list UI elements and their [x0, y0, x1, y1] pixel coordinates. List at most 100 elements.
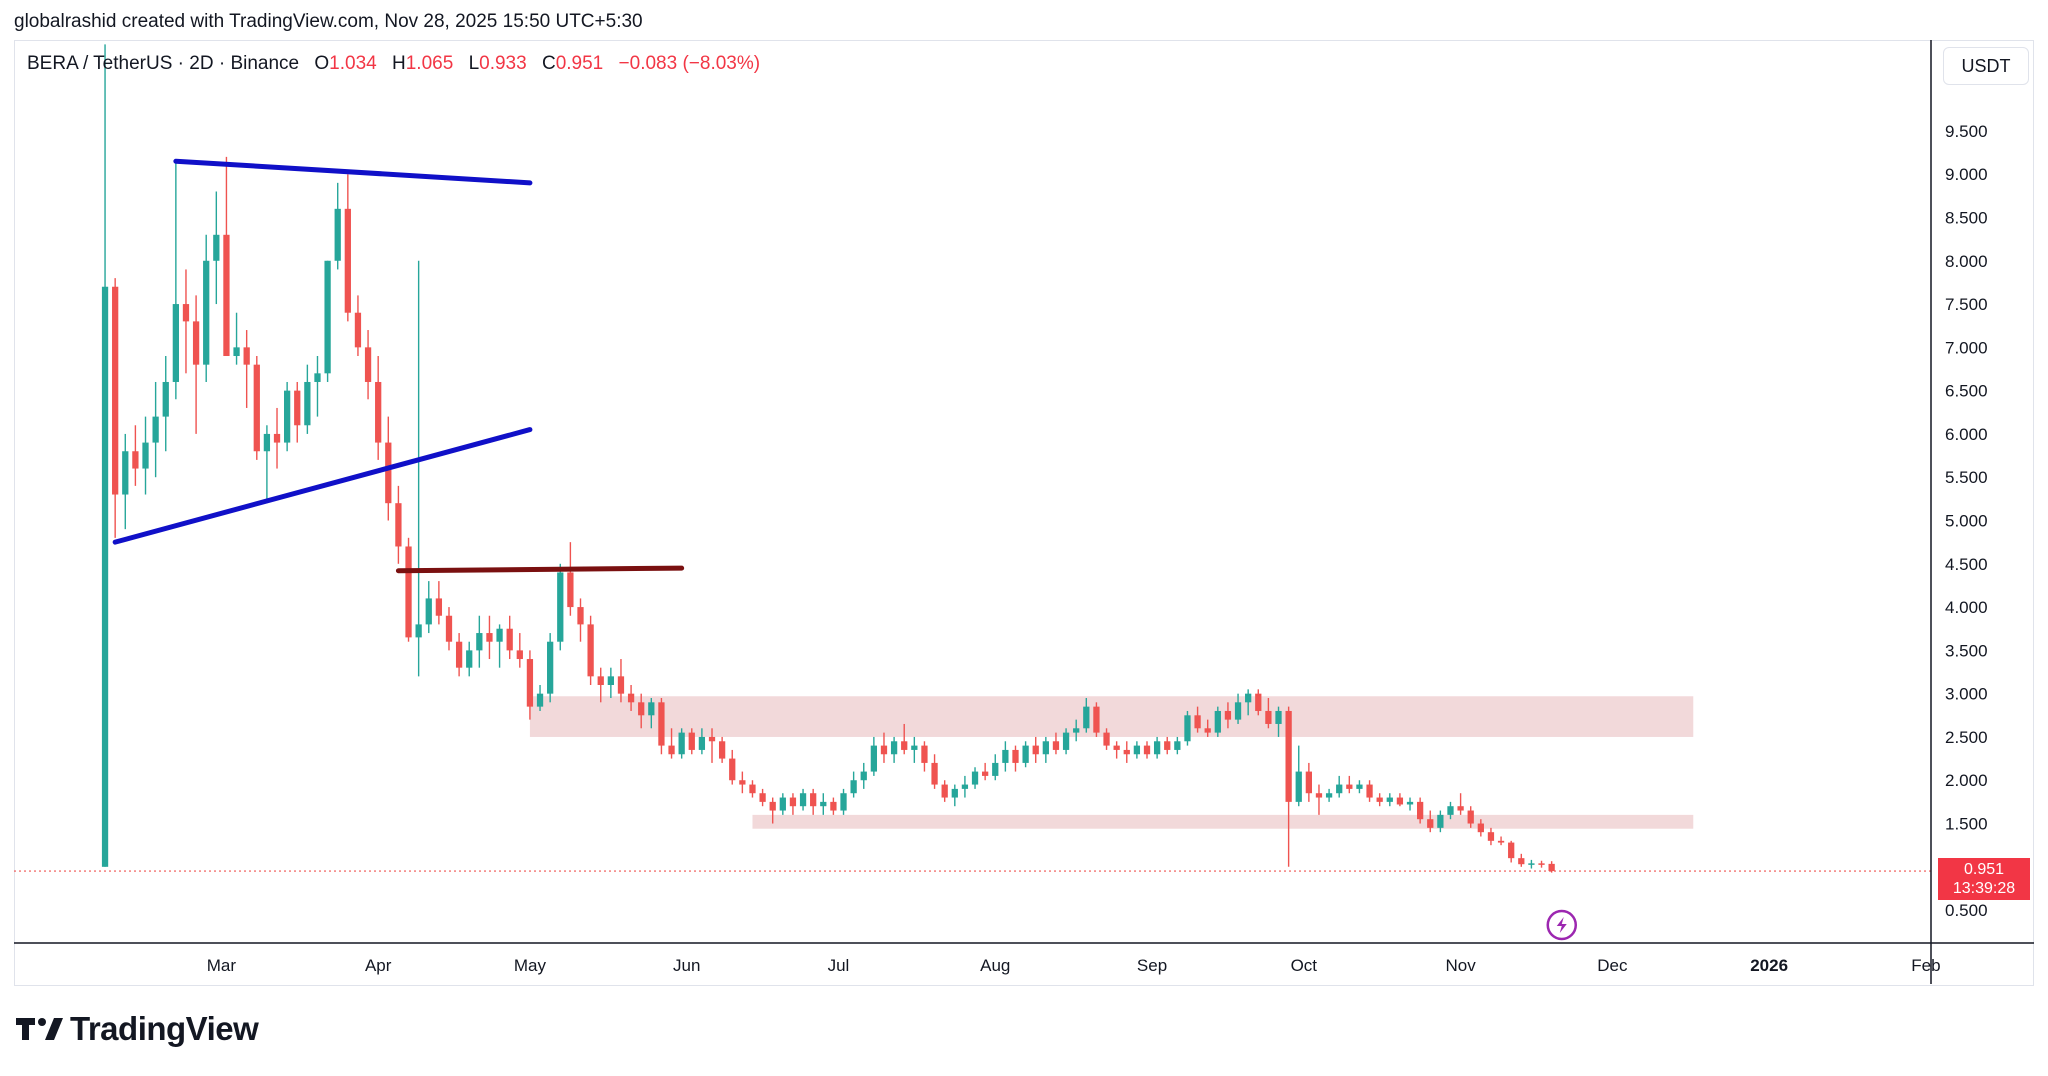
candle-body: [1123, 749, 1130, 755]
candle-body: [142, 442, 149, 469]
candle: [122, 433, 129, 530]
lightning-icon-bolt: [1556, 917, 1567, 933]
candle-body: [951, 788, 958, 798]
candle: [1376, 793, 1383, 807]
candle: [223, 156, 230, 357]
candle-body: [1346, 784, 1353, 789]
candle: [1022, 741, 1029, 768]
candle: [1305, 762, 1312, 802]
candle-body: [820, 801, 827, 807]
candle: [132, 425, 139, 486]
candle-body: [1214, 710, 1221, 733]
candle: [516, 633, 523, 668]
candle: [890, 736, 898, 763]
candle-body: [860, 771, 867, 781]
candle: [1285, 706, 1292, 867]
low-value: 0.933: [479, 53, 527, 74]
candle: [698, 728, 706, 755]
candle: [1245, 689, 1252, 716]
candle-body: [294, 390, 301, 426]
time-tick-label: Jul: [828, 956, 850, 975]
candle: [779, 793, 786, 815]
candle-body: [101, 286, 109, 867]
candle: [830, 797, 837, 815]
candle-body: [870, 745, 878, 772]
candle: [476, 615, 483, 668]
candles-layer: [101, 44, 1555, 873]
candle-body: [314, 373, 321, 382]
candle-body: [1073, 728, 1080, 733]
candle: [961, 775, 969, 798]
candle-body: [1305, 771, 1312, 794]
candle: [638, 693, 645, 729]
symbol-name: BERA / TetherUS · 2D · Binance: [27, 53, 300, 74]
candle-body: [233, 347, 240, 357]
last-price-value: 0.951: [1963, 861, 2005, 878]
candle-body: [729, 758, 736, 781]
symbol-legend[interactable]: BERA / TetherUS · 2D · Binance O1.034 H1…: [27, 53, 760, 75]
high-label: H: [392, 53, 406, 74]
candle: [992, 754, 999, 781]
candle-body: [810, 793, 817, 807]
price-tick-label: 3.000: [1945, 685, 1988, 704]
candle-body: [1285, 710, 1292, 802]
price-tick-label: 6.000: [1945, 425, 1988, 444]
currency-unit-button[interactable]: USDT: [1943, 47, 2029, 85]
candle-body: [1508, 842, 1515, 859]
candle-body: [1234, 702, 1242, 720]
trendline: [173, 158, 533, 186]
candle-body: [1417, 801, 1424, 820]
tradingview-footer[interactable]: TradingView: [16, 1010, 259, 1048]
candle-body: [162, 381, 169, 417]
price-zone: [752, 814, 1694, 829]
candle-body: [1315, 793, 1323, 798]
price-tick-label: 5.000: [1945, 512, 1988, 531]
candle: [395, 485, 402, 564]
candle-body: [1396, 797, 1404, 805]
candle: [1042, 736, 1049, 763]
price-tick-label: 3.500: [1945, 641, 1988, 660]
candle-body: [1487, 832, 1495, 841]
candle-body: [1477, 823, 1484, 833]
candle-body: [1093, 706, 1100, 733]
candle: [688, 728, 695, 755]
candle-body: [506, 628, 513, 651]
price-tick-label: 4.000: [1945, 598, 1988, 617]
candle: [435, 581, 443, 625]
candle-body: [1275, 710, 1282, 724]
price-tick-label: 9.000: [1945, 165, 1988, 184]
candle-body: [152, 416, 159, 443]
candle-body: [1174, 741, 1181, 750]
candle: [405, 537, 412, 642]
candle: [1275, 706, 1282, 737]
candle: [233, 312, 240, 365]
candle: [739, 771, 746, 794]
close-label: C: [541, 53, 556, 74]
candle: [1032, 736, 1039, 763]
candle-body: [627, 693, 635, 703]
price-tick-label: 2.000: [1945, 771, 1988, 790]
change-value: −0.083 (−8.03%): [618, 53, 761, 74]
candle-body: [880, 745, 888, 755]
candle-body: [850, 780, 857, 794]
candle: [1518, 853, 1525, 867]
price-zone: [529, 696, 1694, 737]
candle-body: [1548, 863, 1555, 872]
price-tick-label: 8.500: [1945, 208, 1988, 227]
candle-body: [688, 732, 695, 750]
price-tick-label: 8.000: [1945, 252, 1988, 271]
candle: [759, 788, 766, 807]
candle-body: [1356, 784, 1363, 789]
candle-body: [132, 451, 139, 469]
candle: [425, 581, 432, 634]
candle-body: [992, 762, 999, 776]
candle: [243, 330, 250, 408]
candle: [486, 615, 493, 660]
candle: [1477, 819, 1484, 837]
candle: [1265, 697, 1272, 729]
candle: [1113, 741, 1120, 759]
candle-body: [1336, 784, 1343, 794]
candle-body: [1447, 806, 1454, 815]
open-value: 1.034: [329, 53, 377, 74]
